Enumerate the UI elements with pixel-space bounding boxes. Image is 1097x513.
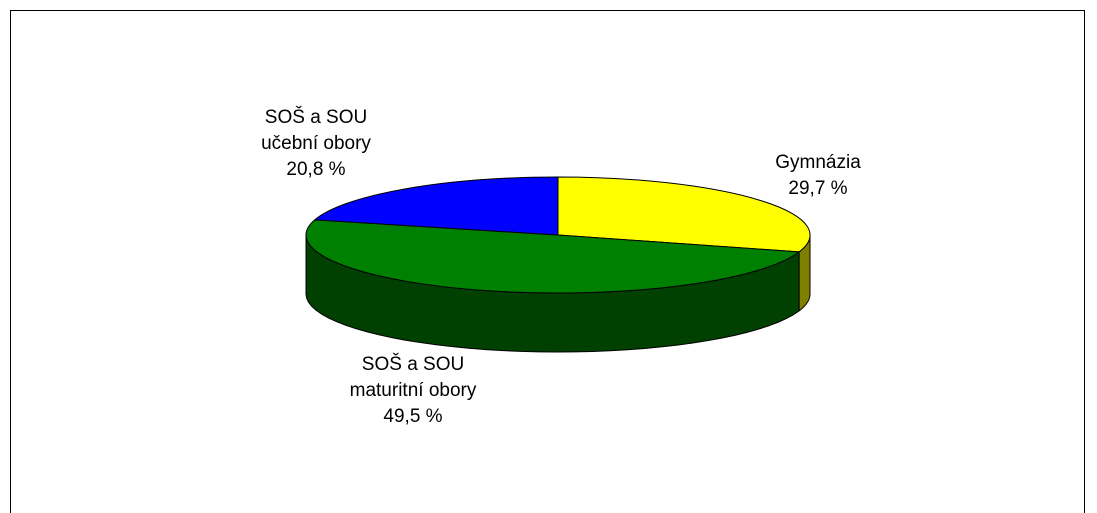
category-label: SOŠ a SOU maturitní obory [349,354,477,401]
category-label: SOŠ a SOU učební obory [261,107,371,154]
value-label: 29,7 % [788,178,848,199]
slice [305,219,801,294]
slice [313,176,559,236]
value-label: 49,5 % [383,406,443,427]
slice [557,176,811,253]
category-label: Gymnázia [775,152,861,173]
chart-frame [10,10,1085,513]
value-label: 20,8 % [286,159,346,180]
